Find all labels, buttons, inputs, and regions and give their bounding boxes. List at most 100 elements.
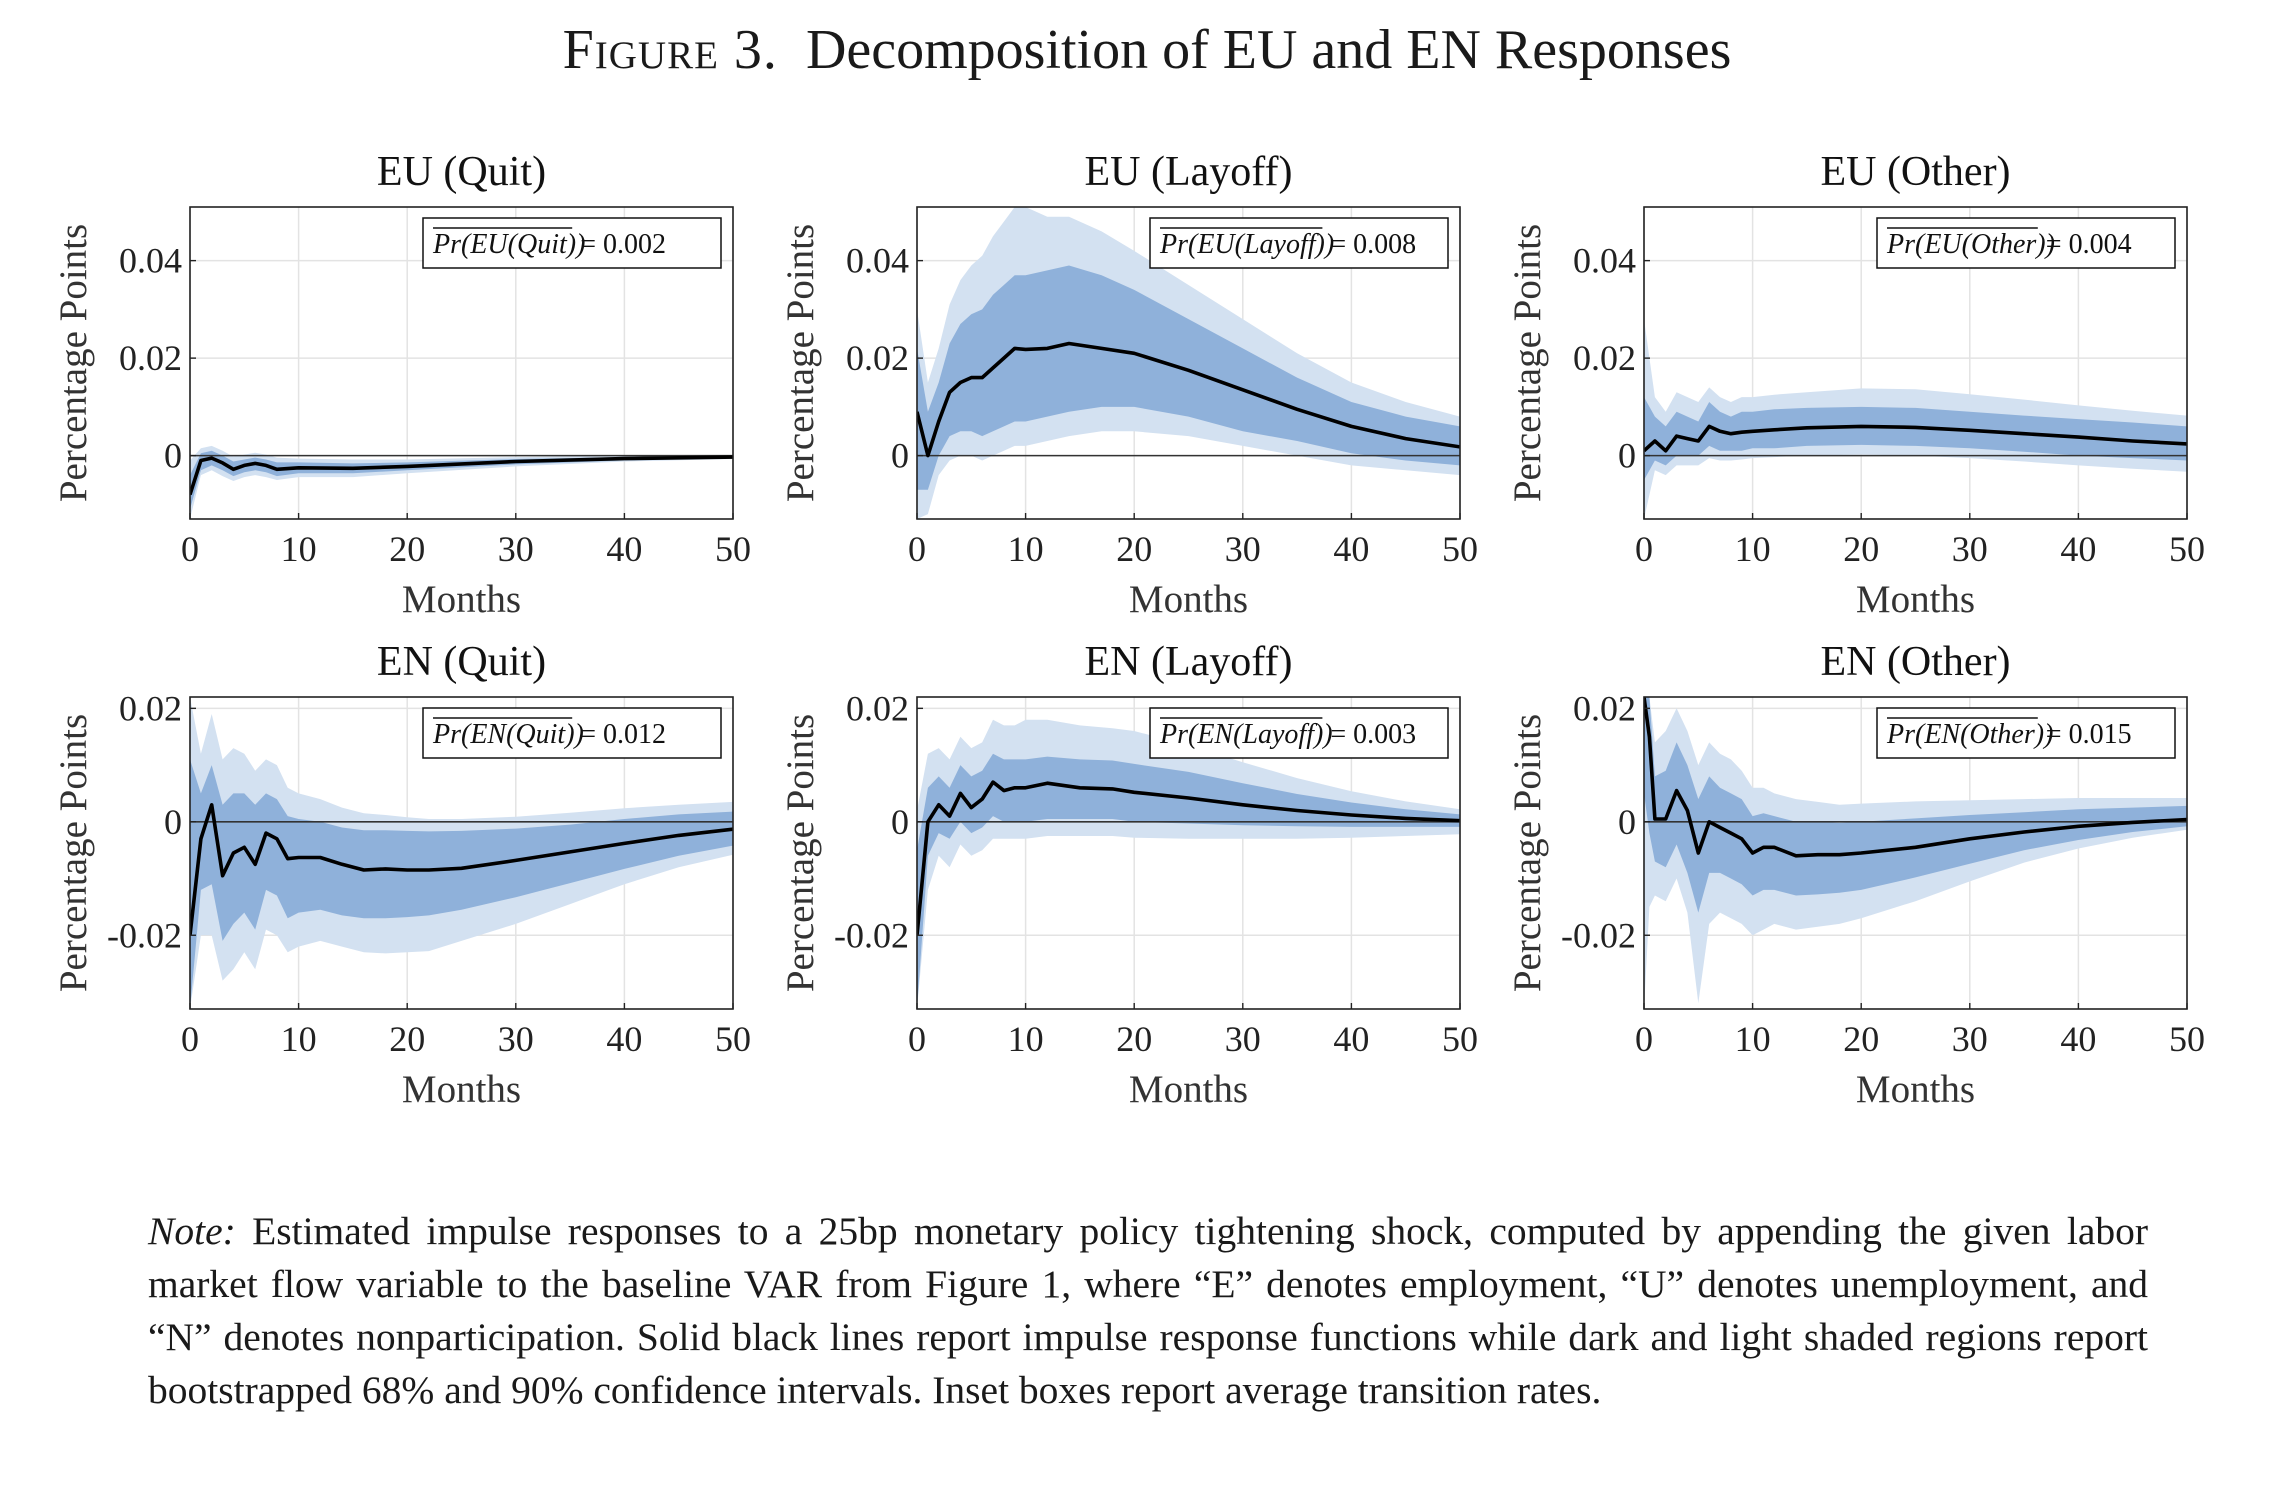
x-tick-label: 0 (908, 1019, 926, 1059)
inset-box (422, 707, 722, 759)
panel-title: EU (Other) (1820, 149, 2010, 195)
x-tick-label: 10 (1735, 1019, 1771, 1059)
chart-panel: 0 10 20 30 40 50 0 0.02 0.04 EU (Layoff) Months Per… (779, 149, 1478, 621)
inset-box (1149, 707, 1449, 759)
y-tick-label: 0.02 (119, 338, 182, 378)
panel-title: EN (Other) (1820, 639, 2010, 685)
y-tick-label: 0 (891, 802, 909, 842)
chart-grid: 0 10 20 30 40 50 0 0.02 0.04 EU (Quit) Months Perce… (52, 149, 2205, 1111)
note-text: Estimated impulse responses to a 25bp mo… (148, 1209, 2149, 1412)
x-tick-label: 20 (389, 1019, 425, 1059)
irf-line (1644, 697, 2187, 858)
x-tick-label: 50 (715, 529, 751, 569)
figure-note: Note: Estimated impulse responses to a 2… (148, 1205, 2148, 1417)
x-tick-label: 10 (281, 529, 317, 569)
x-tick-label: 50 (1442, 529, 1478, 569)
x-axis-label: Months (1129, 1068, 1248, 1111)
inset-expression: Pr(EN(Quit)) (432, 719, 584, 750)
x-tick-label: 10 (1008, 529, 1044, 569)
x-tick-label: 30 (1225, 529, 1261, 569)
x-tick-label: 10 (1735, 529, 1771, 569)
y-tick-label: 0 (1618, 436, 1636, 476)
x-tick-label: 50 (2169, 1019, 2205, 1059)
x-tick-label: 50 (715, 1019, 751, 1059)
y-tick-label: 0 (164, 802, 182, 842)
x-tick-label: 0 (181, 529, 199, 569)
inset-box (1876, 217, 2176, 269)
figure-title-text: Decomposition of EU and EN Responses (805, 19, 1732, 81)
axes-box (1643, 696, 2188, 1010)
x-tick-label: 40 (2060, 1019, 2096, 1059)
y-tick-label: -0.02 (834, 915, 909, 955)
inset-value: = 0.008 (1330, 229, 1416, 260)
y-tick-label: 0.02 (1573, 338, 1636, 378)
plot-area (190, 697, 733, 1009)
x-axis-label: Months (402, 578, 521, 621)
ci68-band (190, 759, 733, 1009)
chart-panel: 0 10 20 30 40 50 -0.02 0 0.02 EN (Layoff) Months Pe… (779, 639, 1478, 1111)
y-axis-label: Percentage Points (1506, 224, 1549, 502)
x-axis-label: Months (1856, 578, 1975, 621)
y-tick-label: -0.02 (1561, 915, 1636, 955)
x-tick-label: 50 (2169, 529, 2205, 569)
y-tick-label: 0.04 (119, 241, 182, 281)
y-axis-label: Percentage Points (1506, 714, 1549, 992)
axes-box (916, 696, 1461, 1010)
ci68-band (917, 753, 1460, 1009)
inset-value: = 0.003 (1330, 719, 1416, 750)
irf-line (917, 780, 1460, 936)
x-tick-label: 0 (908, 529, 926, 569)
inset-expression: Pr(EN(Other)) (1886, 719, 2053, 750)
axes-box (189, 696, 734, 1010)
irf-line (190, 455, 733, 496)
figure-label: Figure 3. (562, 19, 778, 81)
x-tick-label: 20 (1843, 529, 1879, 569)
y-axis-label: Percentage Points (779, 224, 822, 502)
axes-box (189, 206, 734, 520)
y-axis-label: Percentage Points (52, 224, 95, 502)
inset-value: = 0.015 (2046, 719, 2132, 750)
x-tick-label: 0 (1635, 1019, 1653, 1059)
y-tick-label: 0.04 (846, 241, 909, 281)
x-tick-label: 50 (1442, 1019, 1478, 1059)
x-tick-label: 20 (1843, 1019, 1879, 1059)
y-tick-label: 0.02 (846, 688, 909, 728)
inset-expression: Pr(EU(Other)) (1886, 229, 2055, 260)
inset-value: = 0.012 (580, 719, 666, 750)
x-axis-label: Months (1129, 578, 1248, 621)
chart-panel: 0 10 20 30 40 50 -0.02 0 0.02 EN (Quit) Months Perc… (52, 639, 751, 1111)
figure-title: Figure 3. Decomposition of EU and EN Res… (0, 18, 2294, 82)
panel-title: EU (Quit) (377, 149, 546, 195)
x-tick-label: 40 (1333, 529, 1369, 569)
chart-panel: 0 10 20 30 40 50 0 0.02 0.04 EU (Other) Months Perc… (1506, 149, 2205, 621)
panel-title: EN (Quit) (377, 639, 546, 685)
x-tick-label: 40 (606, 1019, 642, 1059)
x-tick-label: 0 (1635, 529, 1653, 569)
x-tick-label: 30 (1225, 1019, 1261, 1059)
inset-value: = 0.004 (2046, 229, 2132, 260)
x-axis-label: Months (1856, 1068, 1975, 1111)
plot-area (917, 719, 1460, 1009)
chart-panel: 0 10 20 30 40 50 -0.02 0 0.02 EN (Other) Months Per… (1506, 639, 2205, 1111)
x-tick-label: 40 (2060, 529, 2096, 569)
x-tick-label: 30 (1952, 1019, 1988, 1059)
ci68-band (190, 450, 733, 510)
ci68-band (1644, 697, 2187, 913)
y-tick-label: 0.02 (119, 688, 182, 728)
inset-expression: Pr(EU(Quit)) (432, 229, 585, 260)
x-tick-label: 20 (389, 529, 425, 569)
x-tick-label: 30 (1952, 529, 1988, 569)
irf-line (1644, 424, 2187, 453)
x-tick-label: 30 (498, 529, 534, 569)
axes-box (1643, 206, 2188, 520)
x-axis-label: Months (402, 1068, 521, 1111)
x-tick-label: 0 (181, 1019, 199, 1059)
panel-title: EN (Layoff) (1085, 639, 1293, 685)
panel-title: EU (Layoff) (1085, 149, 1293, 195)
inset-box (1149, 217, 1449, 269)
y-tick-label: 0 (891, 436, 909, 476)
chart-panel: 0 10 20 30 40 50 0 0.02 0.04 EU (Quit) Months Perce… (52, 149, 751, 621)
plot-area (917, 207, 1460, 519)
x-tick-label: 40 (1333, 1019, 1369, 1059)
y-tick-label: 0 (164, 436, 182, 476)
